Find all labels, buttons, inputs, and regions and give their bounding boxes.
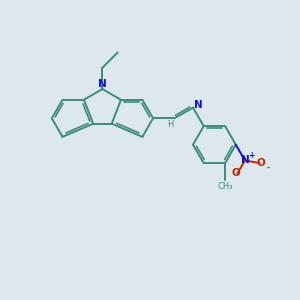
- Text: N: N: [241, 155, 249, 165]
- Text: N: N: [98, 79, 107, 89]
- Text: O: O: [257, 158, 266, 168]
- Text: O: O: [232, 168, 240, 178]
- Text: H: H: [167, 120, 174, 129]
- Text: CH₃: CH₃: [218, 182, 233, 191]
- Text: -: -: [267, 164, 270, 173]
- Text: +: +: [248, 151, 255, 160]
- Text: N: N: [194, 100, 203, 110]
